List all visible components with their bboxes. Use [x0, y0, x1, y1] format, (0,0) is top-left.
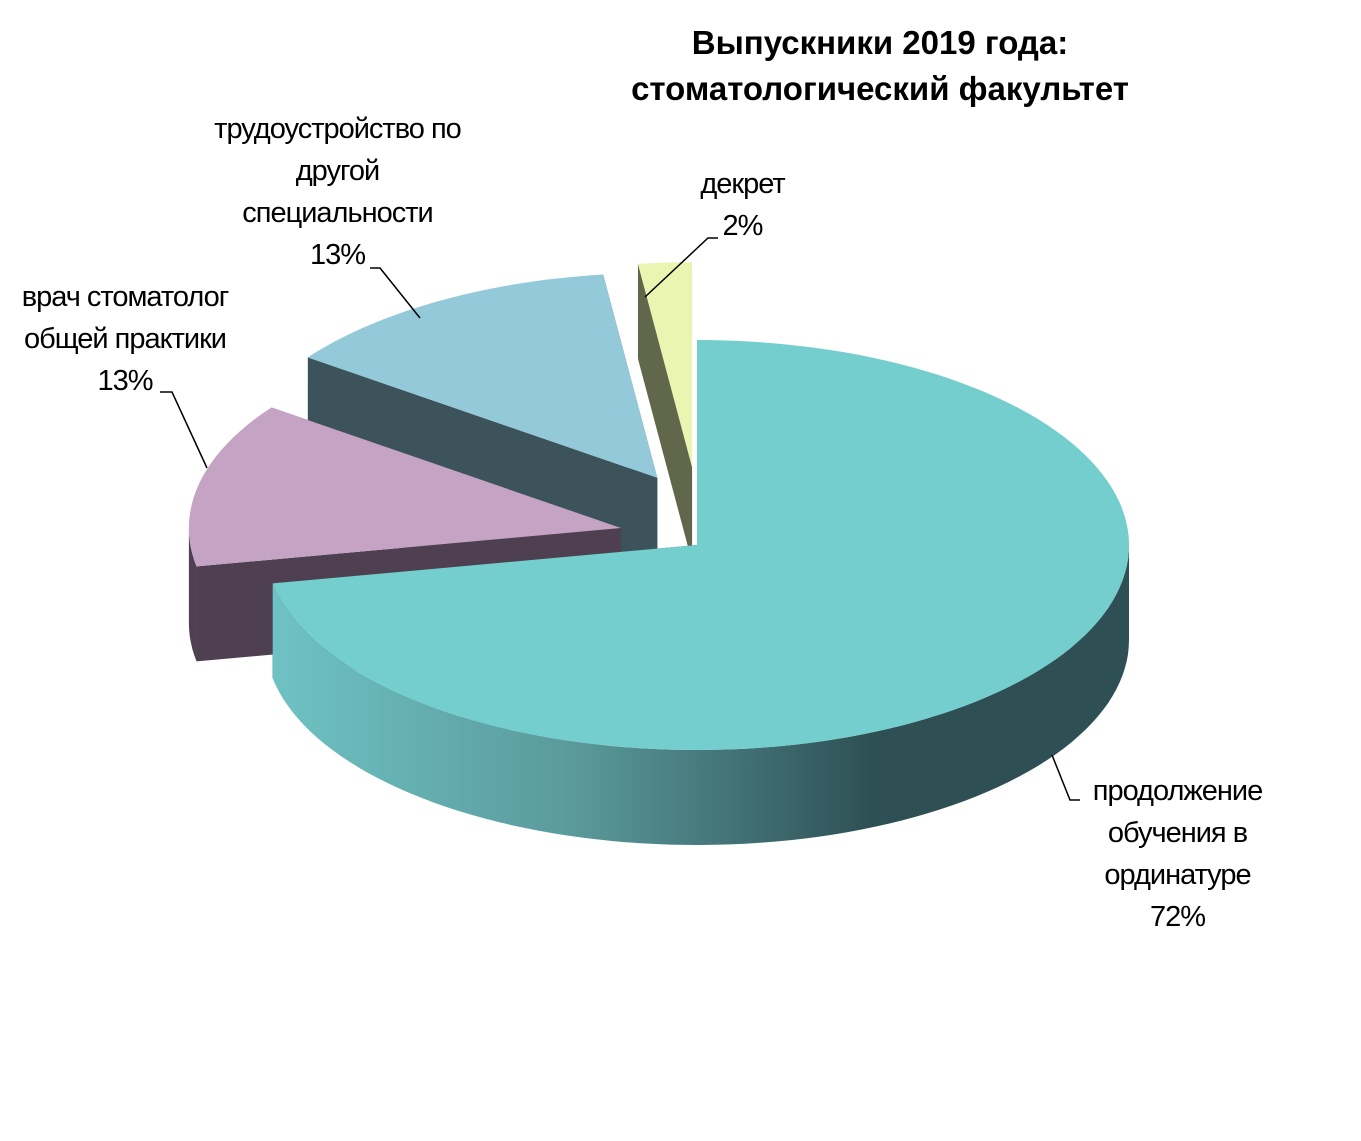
slice-label: врач стоматолог общей практики 13% — [0, 276, 250, 402]
slice-label: декрет 2% — [665, 163, 820, 247]
slice — [272, 340, 1129, 750]
slice-label: трудоустройство по другой специальности … — [205, 108, 470, 276]
category-label: трудоустройство по другой специальности — [214, 113, 462, 229]
slice-wall — [637, 263, 693, 563]
slice-side — [272, 545, 1129, 845]
slice — [638, 262, 693, 468]
category-label: декрет — [700, 168, 785, 200]
leader-line — [644, 237, 718, 298]
leader-line — [1051, 754, 1080, 801]
leader-line — [370, 267, 421, 319]
chart-title: Выпускники 2019 года: стоматологический … — [631, 24, 1129, 107]
value-label: 2% — [722, 210, 764, 242]
slice-label: продолжение обучения в ординатуре 72% — [1075, 770, 1280, 938]
slice — [307, 274, 658, 478]
value-label: 13% — [309, 239, 366, 271]
slice-side — [188, 528, 197, 662]
leader-line — [160, 391, 208, 469]
value-label: 72% — [1149, 901, 1206, 933]
value-label: 13% — [97, 365, 153, 397]
slice — [188, 407, 621, 567]
category-label: врач стоматолог общей практики — [21, 281, 230, 355]
category-label: продолжение обучения в ординатуре — [1092, 775, 1264, 891]
